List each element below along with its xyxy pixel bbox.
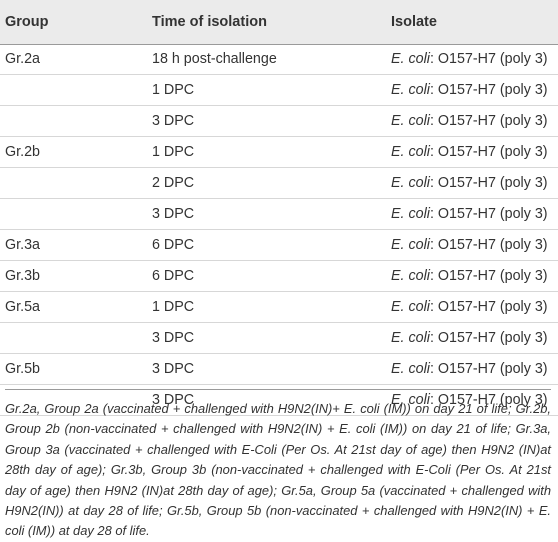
cell-time: 2 DPC bbox=[152, 175, 195, 191]
cell-time: 1 DPC bbox=[152, 144, 195, 160]
isolate-strain: : O157-H7 (poly 3) bbox=[429, 330, 548, 346]
isolate-organism: E. coli bbox=[391, 144, 430, 160]
isolate-organism: E. coli bbox=[391, 361, 430, 377]
cell-group: Gr.3b bbox=[5, 268, 40, 284]
cell-group: Gr.5a bbox=[5, 299, 40, 315]
cell-time: 3 DPC bbox=[152, 361, 195, 377]
cell-group: Gr.5b bbox=[5, 361, 40, 377]
table-row: Gr.3b 6 DPC E. coli: O157-H7 (poly 3) bbox=[0, 261, 558, 292]
table-row: 3 DPC E. coli: O157-H7 (poly 3) bbox=[0, 385, 558, 416]
isolate-strain: : O157-H7 (poly 3) bbox=[429, 268, 548, 284]
table-row: 3 DPC E. coli: O157-H7 (poly 3) bbox=[0, 323, 558, 354]
isolate-strain: : O157-H7 (poly 3) bbox=[429, 113, 548, 129]
table-row: Gr.3a 6 DPC E. coli: O157-H7 (poly 3) bbox=[0, 230, 558, 261]
cell-time: 6 DPC bbox=[152, 268, 195, 284]
cell-time: 3 DPC bbox=[152, 113, 195, 129]
cell-isolate: E. coli: O157-H7 (poly 3) bbox=[391, 392, 548, 408]
cell-isolate: E. coli: O157-H7 (poly 3) bbox=[391, 206, 548, 222]
isolate-organism: E. coli bbox=[391, 237, 430, 253]
isolate-organism: E. coli bbox=[391, 330, 430, 346]
isolate-strain: : O157-H7 (poly 3) bbox=[429, 237, 548, 253]
table-footnote: Gr.2a, Group 2a (vaccinated + challenged… bbox=[5, 389, 551, 542]
cell-time: 3 DPC bbox=[152, 330, 195, 346]
cell-time: 3 DPC bbox=[152, 392, 195, 408]
table-row: Gr.2b 1 DPC E. coli: O157-H7 (poly 3) bbox=[0, 137, 558, 168]
table-row: Gr.5a 1 DPC E. coli: O157-H7 (poly 3) bbox=[0, 292, 558, 323]
cell-isolate: E. coli: O157-H7 (poly 3) bbox=[391, 51, 548, 67]
cell-isolate: E. coli: O157-H7 (poly 3) bbox=[391, 237, 548, 253]
cell-isolate: E. coli: O157-H7 (poly 3) bbox=[391, 82, 548, 98]
cell-isolate: E. coli: O157-H7 (poly 3) bbox=[391, 113, 548, 129]
cell-isolate: E. coli: O157-H7 (poly 3) bbox=[391, 361, 548, 377]
table-row: Gr.2a 18 h post-challenge E. coli: O157-H7… bbox=[0, 44, 558, 75]
isolate-organism: E. coli bbox=[391, 51, 430, 67]
isolate-organism: E. coli bbox=[391, 392, 430, 408]
cell-isolate: E. coli: O157-H7 (poly 3) bbox=[391, 175, 548, 191]
header-isolate: Isolate bbox=[391, 14, 437, 30]
isolate-organism: E. coli bbox=[391, 175, 430, 191]
isolate-strain: : O157-H7 (poly 3) bbox=[429, 361, 548, 377]
isolate-strain: : O157-H7 (poly 3) bbox=[429, 392, 548, 408]
header-group: Group bbox=[5, 14, 49, 30]
table-row: 2 DPC E. coli: O157-H7 (poly 3) bbox=[0, 168, 558, 199]
isolate-strain: : O157-H7 (poly 3) bbox=[429, 51, 548, 67]
cell-isolate: E. coli: O157-H7 (poly 3) bbox=[391, 299, 548, 315]
isolate-strain: : O157-H7 (poly 3) bbox=[429, 82, 548, 98]
isolate-strain: : O157-H7 (poly 3) bbox=[429, 175, 548, 191]
cell-time: 1 DPC bbox=[152, 299, 195, 315]
cell-group: Gr.2b bbox=[5, 144, 40, 160]
table-row: 3 DPC E. coli: O157-H7 (poly 3) bbox=[0, 199, 558, 230]
cell-time: 1 DPC bbox=[152, 82, 195, 98]
isolate-organism: E. coli bbox=[391, 82, 430, 98]
cell-group: Gr.3a bbox=[5, 237, 40, 253]
cell-isolate: E. coli: O157-H7 (poly 3) bbox=[391, 144, 548, 160]
table-row: 1 DPC E. coli: O157-H7 (poly 3) bbox=[0, 75, 558, 106]
isolate-organism: E. coli bbox=[391, 113, 430, 129]
table-row: 3 DPC E. coli: O157-H7 (poly 3) bbox=[0, 106, 558, 137]
isolate-organism: E. coli bbox=[391, 299, 430, 315]
table-header: Group Time of isolation Isolate bbox=[0, 0, 558, 45]
isolate-organism: E. coli bbox=[391, 206, 430, 222]
isolate-strain: : O157-H7 (poly 3) bbox=[429, 299, 548, 315]
cell-time: 18 h post-challenge bbox=[152, 51, 277, 67]
isolate-organism: E. coli bbox=[391, 268, 430, 284]
cell-group: Gr.2a bbox=[5, 51, 40, 67]
isolate-strain: : O157-H7 (poly 3) bbox=[429, 206, 548, 222]
cell-isolate: E. coli: O157-H7 (poly 3) bbox=[391, 268, 548, 284]
cell-isolate: E. coli: O157-H7 (poly 3) bbox=[391, 330, 548, 346]
isolate-strain: : O157-H7 (poly 3) bbox=[429, 144, 548, 160]
header-time-of-isolation: Time of isolation bbox=[152, 14, 267, 30]
cell-time: 3 DPC bbox=[152, 206, 195, 222]
cell-time: 6 DPC bbox=[152, 237, 195, 253]
table-row: Gr.5b 3 DPC E. coli: O157-H7 (poly 3) bbox=[0, 354, 558, 385]
